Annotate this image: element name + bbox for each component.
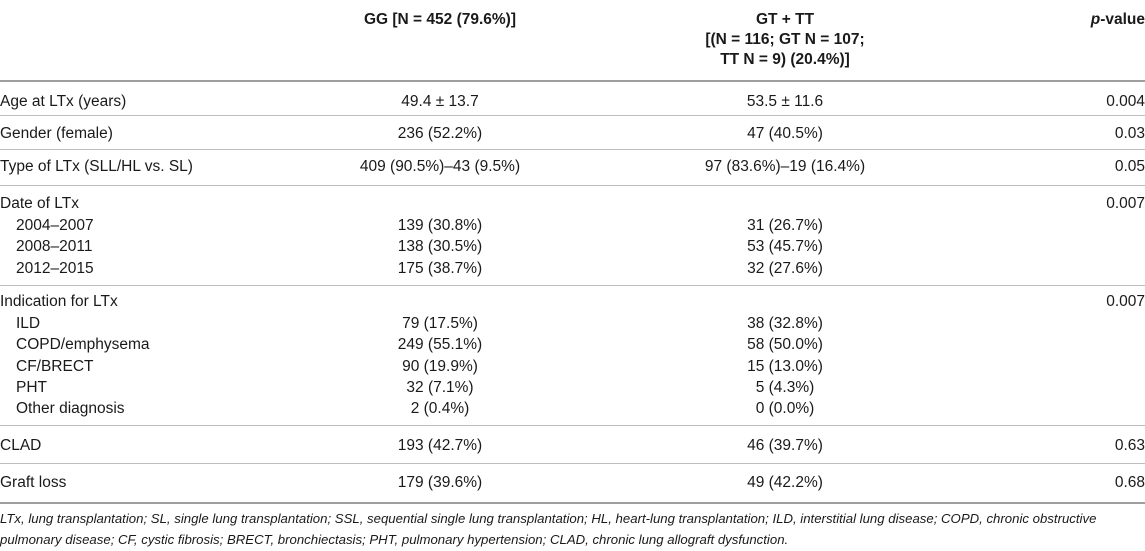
row-label: Date of LTx — [0, 195, 79, 212]
cell-gt: 53 (45.7%) — [747, 238, 823, 255]
header-p-rest: -value — [1100, 11, 1145, 28]
table-header: GG [N = 452 (79.6%)] GT + TT [(N = 116; … — [0, 0, 1145, 80]
cell-gg: 193 (42.7%) — [397, 437, 483, 454]
row-label: Type of LTx (SLL/HL vs. SL) — [0, 158, 193, 175]
row-divider — [0, 185, 1145, 186]
row-divider — [0, 463, 1145, 464]
cell-gg: 236 (52.2%) — [397, 125, 483, 142]
row-divider — [0, 425, 1145, 426]
cell-gt: 32 (27.6%) — [747, 260, 823, 277]
row-label: PHT — [16, 379, 47, 396]
header-p-italic: p — [1090, 11, 1101, 28]
cell-gg: 2 (0.4%) — [410, 400, 470, 417]
cell-gg: 138 (30.5%) — [397, 238, 483, 255]
cell-gt: 58 (50.0%) — [747, 336, 823, 353]
cell-gg: 49.4 ± 13.7 — [401, 93, 479, 110]
cell-p: 0.05 — [1114, 158, 1145, 175]
cell-gg: 175 (38.7%) — [397, 260, 483, 277]
table-bottom-rule — [0, 502, 1145, 504]
row-label: 2008–2011 — [16, 238, 93, 255]
row-label: ILD — [16, 315, 41, 332]
cell-p: 0.007 — [1106, 293, 1145, 310]
cell-gt: 46 (39.7%) — [747, 437, 823, 454]
row-label: COPD/emphysema — [16, 336, 150, 353]
row-divider — [0, 285, 1145, 286]
cell-gg: 90 (19.9%) — [402, 358, 478, 375]
row-divider — [0, 115, 1145, 116]
row-label: 2004–2007 — [16, 217, 94, 234]
cell-p: 0.68 — [1114, 474, 1145, 491]
header-gg: GG [N = 452 (79.6%)] — [363, 11, 517, 28]
cell-gt: 53.5 ± 11.6 — [746, 93, 824, 110]
header-rule — [0, 80, 1145, 82]
cell-gt: 15 (13.0%) — [747, 358, 823, 375]
cell-gt: 49 (42.2%) — [747, 474, 823, 491]
cell-gt: 0 (0.0%) — [755, 400, 815, 417]
cell-gt: 47 (40.5%) — [747, 125, 823, 142]
row-label: Gender (female) — [0, 125, 113, 142]
row-label: CF/BRECT — [16, 358, 94, 375]
cell-gg: 139 (30.8%) — [397, 217, 483, 234]
row-label: 2012–2015 — [16, 260, 94, 277]
header-gt-tt: GT + TT [(N = 116; GT N = 107; TT N = 9)… — [620, 10, 950, 70]
cell-gt: 31 (26.7%) — [747, 217, 823, 234]
cell-gt: 97 (83.6%)–19 (16.4%) — [704, 158, 866, 175]
table-footnote: LTx, lung transplantation; SL, single lu… — [0, 511, 1097, 547]
header-gt-line2: [(N = 116; GT N = 107; — [705, 31, 865, 48]
header-gt-line1: GT + TT — [755, 11, 815, 28]
cell-gg: 79 (17.5%) — [402, 315, 478, 332]
row-divider — [0, 149, 1145, 150]
header-gt-line3: TT N = 9) (20.4%)] — [720, 51, 850, 68]
cell-p: 0.63 — [1114, 437, 1145, 454]
cell-p: 0.004 — [1106, 93, 1145, 110]
cell-p: 0.007 — [1106, 195, 1145, 212]
row-label: Indication for LTx — [0, 293, 118, 310]
cell-gg: 179 (39.6%) — [397, 474, 483, 491]
row-label: Age at LTx (years) — [0, 93, 127, 110]
header-p-value: p-value — [1025, 10, 1145, 30]
row-label: Other diagnosis — [16, 400, 125, 417]
row-label: Graft loss — [0, 474, 67, 491]
cell-gg: 32 (7.1%) — [406, 379, 474, 396]
cell-gt: 38 (32.8%) — [747, 315, 823, 332]
cell-gg: 249 (55.1%) — [397, 336, 483, 353]
cell-gt: 5 (4.3%) — [755, 379, 815, 396]
cell-gg: 409 (90.5%)–43 (9.5%) — [359, 158, 521, 175]
row-label: CLAD — [0, 437, 42, 454]
cell-p: 0.03 — [1114, 125, 1145, 142]
